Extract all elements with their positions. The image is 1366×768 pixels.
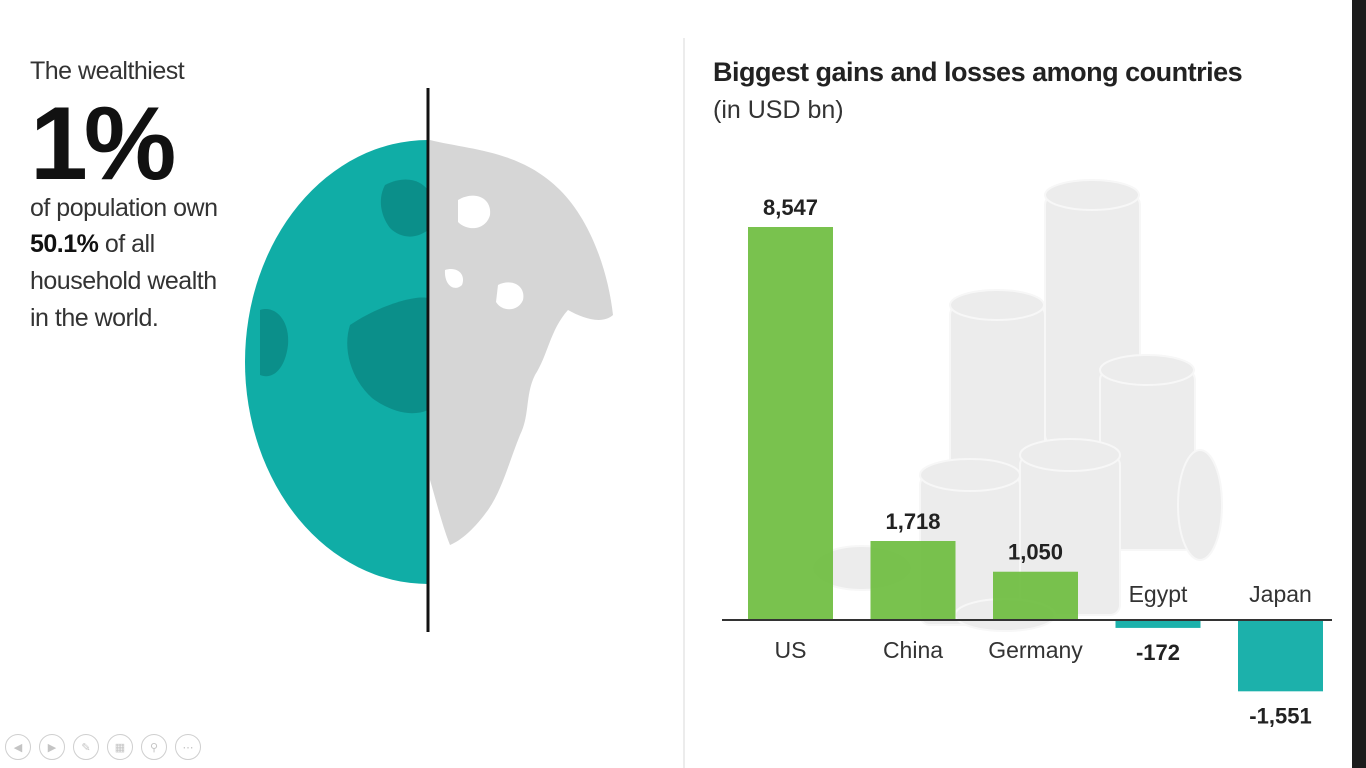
category-label-egypt: Egypt bbox=[1129, 581, 1188, 607]
slideshow-controls: ◀ ▶ ✎ ▦ ⚲ ⋯ bbox=[5, 734, 201, 760]
value-label-china: 1,718 bbox=[885, 509, 940, 534]
category-label-germany: Germany bbox=[988, 637, 1083, 663]
value-label-germany: 1,050 bbox=[1008, 540, 1063, 565]
bar-us bbox=[748, 227, 833, 620]
bar-china bbox=[870, 541, 956, 620]
category-label-china: China bbox=[883, 637, 943, 663]
slides-icon[interactable]: ▦ bbox=[107, 734, 133, 760]
bar-germany bbox=[993, 571, 1078, 620]
world-text: in the world. bbox=[30, 304, 159, 332]
big-percent: 1% bbox=[30, 86, 176, 202]
labels-group: 8,547 US 1,718 China 1,050 Germany -172 Egypt -1… bbox=[763, 195, 1312, 728]
wealth-share-value: 50.1% bbox=[30, 230, 99, 258]
population-text: of population own bbox=[30, 194, 218, 222]
intro-text: The wealthiest bbox=[30, 57, 185, 85]
globe-graphic bbox=[245, 88, 613, 632]
panel-divider bbox=[683, 38, 685, 768]
chart-title: Biggest gains and losses among countries bbox=[713, 57, 1243, 87]
teal-hemisphere bbox=[245, 140, 428, 584]
coin-stacks-illustration bbox=[811, 179, 1223, 632]
wealth-share-line: 50.1% of all bbox=[30, 230, 155, 259]
household-text: household wealth bbox=[30, 267, 217, 295]
bars-group bbox=[748, 227, 1323, 692]
value-label-us: 8,547 bbox=[763, 195, 818, 220]
category-label-japan: Japan bbox=[1249, 581, 1312, 607]
next-icon[interactable]: ▶ bbox=[39, 734, 65, 760]
zoom-icon[interactable]: ⚲ bbox=[141, 734, 167, 760]
wealth-share-rest: of all bbox=[98, 230, 155, 258]
gray-hemisphere bbox=[430, 140, 613, 545]
window-edge bbox=[1352, 0, 1366, 768]
category-label-us: US bbox=[775, 637, 807, 663]
bar-japan bbox=[1238, 620, 1323, 692]
chart-subtitle: (in USD bn) bbox=[713, 96, 844, 124]
more-icon[interactable]: ⋯ bbox=[175, 734, 201, 760]
bar-egypt bbox=[1115, 620, 1201, 628]
pen-icon[interactable]: ✎ bbox=[73, 734, 99, 760]
value-label-egypt: -172 bbox=[1136, 640, 1180, 665]
bar-chart: 8,547 US 1,718 China 1,050 Germany -172 Egypt -1… bbox=[722, 179, 1332, 728]
prev-icon[interactable]: ◀ bbox=[5, 734, 31, 760]
value-label-japan: -1,551 bbox=[1249, 703, 1311, 728]
